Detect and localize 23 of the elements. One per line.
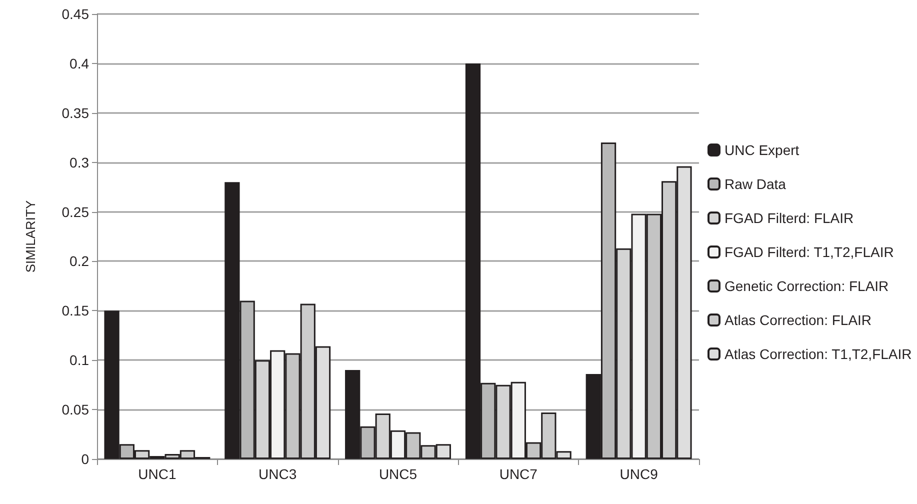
x-tick-label: UNC9 — [620, 466, 658, 482]
x-tick-label: UNC3 — [258, 466, 297, 482]
y-tick-label: 0.2 — [70, 253, 90, 270]
legend-label: Genetic Correction: FLAIR — [724, 278, 889, 294]
x-tick-label: UNC1 — [138, 466, 176, 482]
y-tick-label: 0.15 — [62, 302, 90, 319]
y-tick-label: 0.3 — [70, 154, 90, 170]
legend-label: Atlas Correction: T1,T2,FLAIR — [724, 346, 912, 362]
y-tick-label: 0.35 — [62, 104, 90, 121]
y-axis-title: SIMILARITY — [23, 200, 38, 273]
y-tick-label: 0.1 — [70, 352, 90, 368]
legend-label: FGAD Filterd: T1,T2,FLAIR — [724, 244, 894, 260]
legend-label: Atlas Correction: FLAIR — [724, 312, 872, 328]
legend-label: UNC Expert — [724, 142, 800, 158]
legend-label: Raw Data — [724, 176, 786, 192]
x-tick-label: UNC5 — [378, 466, 418, 482]
y-tick-label: 0 — [81, 451, 90, 467]
y-tick-label: 0.4 — [70, 55, 90, 72]
legend-label: FGAD Filterd: FLAIR — [724, 210, 854, 226]
y-tick-label: 0.45 — [62, 6, 90, 22]
y-tick-label: 0.05 — [62, 402, 90, 418]
x-tick-label: UNC7 — [499, 466, 538, 482]
y-tick-label: 0.25 — [62, 204, 90, 220]
